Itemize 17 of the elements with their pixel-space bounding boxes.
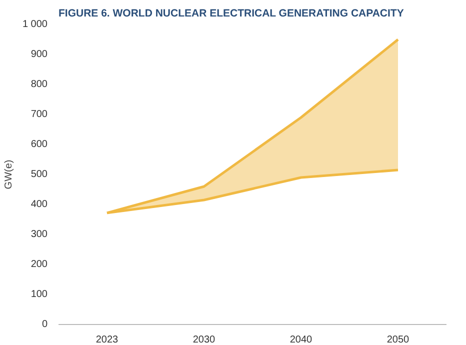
- y-tick-label: 100: [30, 289, 48, 300]
- y-tick-label: 200: [30, 259, 48, 270]
- y-tick-label: 400: [30, 199, 48, 210]
- x-tick-label: 2050: [386, 334, 410, 345]
- y-tick-label: 900: [30, 49, 48, 60]
- x-tick-label: 2023: [96, 334, 119, 345]
- y-tick-label: 700: [30, 109, 48, 120]
- y-tick-label: 600: [30, 139, 48, 150]
- y-tick-label: 0: [42, 319, 48, 330]
- x-tick-label: 2030: [192, 334, 216, 345]
- chart-title: FIGURE 6. WORLD NUCLEAR ELECTRICAL GENERATING CAPACITY: [58, 8, 404, 20]
- y-tick-label: 300: [30, 229, 48, 240]
- y-tick-label: 800: [30, 79, 48, 90]
- y-axis-title: GW(e): [3, 160, 14, 190]
- y-tick-label: 1 000: [22, 19, 48, 30]
- x-tick-label: 2040: [290, 334, 313, 345]
- y-tick-label: 500: [30, 169, 48, 180]
